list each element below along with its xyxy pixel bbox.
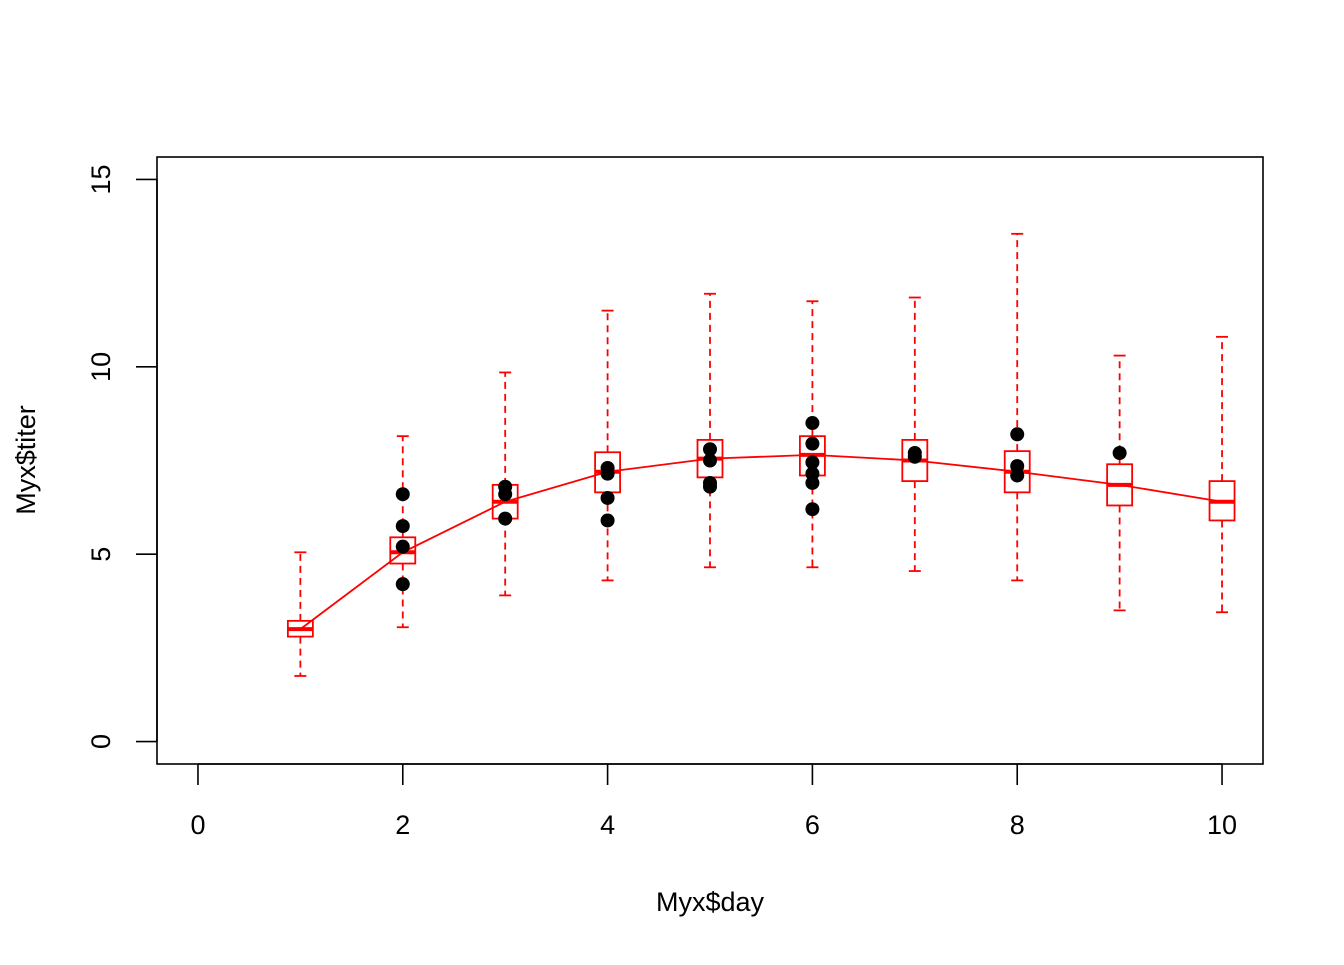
x-axis: 0 2 4 6 8 10: [190, 763, 1237, 840]
data-point-9: [600, 490, 615, 505]
y-axis: 0 5 10 15: [86, 164, 158, 749]
data-point-3: [395, 577, 410, 592]
whiskers: [294, 232, 1229, 677]
data-point-26: [1112, 446, 1127, 461]
y-tick-label-0: 0: [86, 734, 116, 749]
x-tick-label-0: 0: [190, 810, 205, 840]
data-point-15: [805, 416, 820, 431]
y-tick-label-3: 15: [86, 164, 116, 194]
data-point-2: [395, 539, 410, 554]
data-point-22: [907, 449, 922, 464]
data-point-23: [1010, 427, 1025, 442]
data-point-5: [498, 487, 513, 502]
data-point-14: [703, 479, 717, 494]
x-tick-label-2: 4: [600, 810, 615, 840]
data-point-16: [805, 436, 820, 451]
y-tick-label-2: 10: [86, 352, 116, 382]
x-tick-label-1: 2: [395, 810, 410, 840]
x-axis-label: Myx$day: [656, 887, 765, 917]
data-point-25: [1010, 468, 1025, 483]
data-point-8: [600, 466, 615, 481]
y-tick-label-1: 5: [86, 547, 116, 562]
data-point-19: [805, 475, 820, 490]
data-point-11: [703, 442, 717, 457]
x-tick-label-3: 6: [805, 810, 820, 840]
x-tick-label-5: 10: [1207, 810, 1237, 840]
data-point-1: [395, 519, 410, 534]
fitted-curve: [299, 453, 1223, 630]
data-point-12: [703, 453, 717, 468]
data-point-6: [498, 511, 513, 526]
points: [395, 416, 1127, 592]
data-point-0: [395, 487, 410, 502]
x-tick-label-4: 8: [1010, 810, 1025, 840]
boxes: [286, 435, 1236, 638]
data-point-17: [805, 455, 820, 470]
data-point-10: [600, 513, 615, 528]
data-point-20: [805, 502, 820, 517]
y-axis-label: Myx$titer: [11, 405, 41, 515]
curve: [299, 453, 1223, 630]
